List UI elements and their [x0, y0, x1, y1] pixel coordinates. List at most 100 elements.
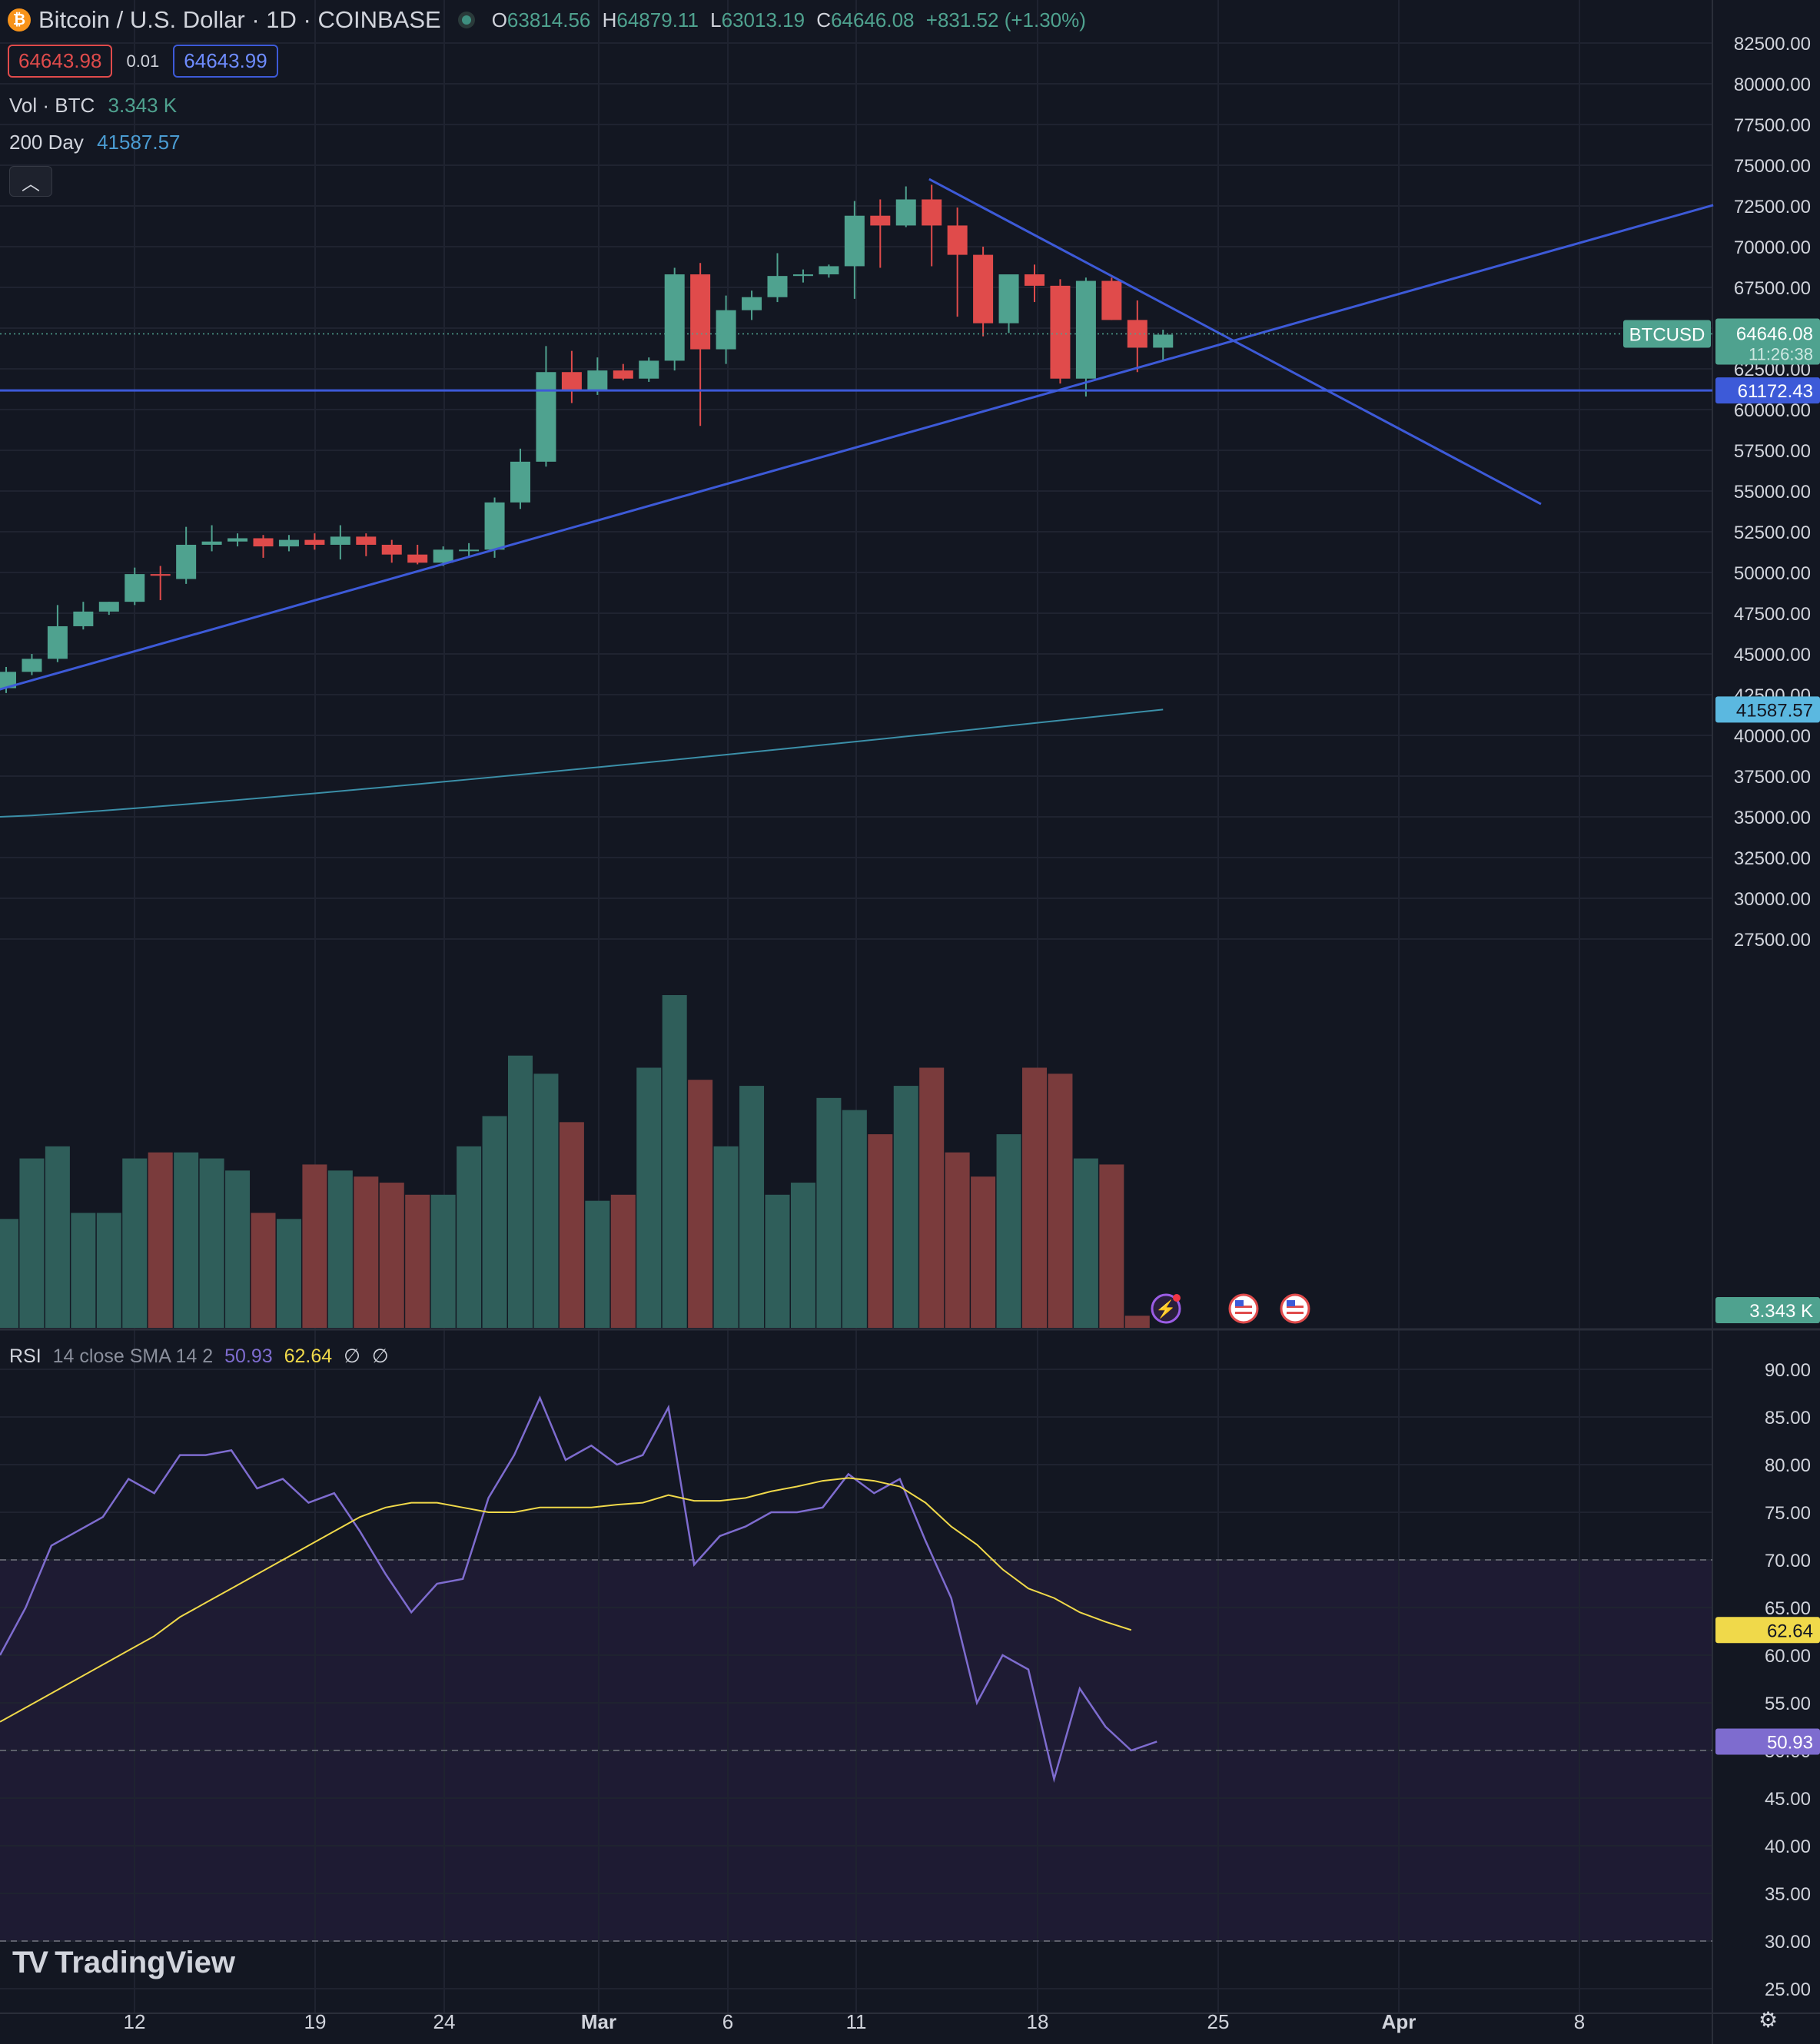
market-status-icon[interactable] — [457, 12, 475, 28]
volume-bar — [1124, 1316, 1150, 1328]
volume-bar — [842, 1110, 867, 1328]
candle-body — [330, 536, 350, 545]
candle-body — [0, 672, 16, 689]
volume-bar — [302, 1164, 327, 1328]
rsi-line — [0, 1395, 1157, 1784]
spread-value: 0.01 — [126, 51, 160, 71]
price-tick-label: 37500.00 — [1734, 767, 1811, 788]
low-value: 63013.19 — [721, 8, 805, 32]
candle-body — [561, 372, 582, 390]
symbol-tag: BTCUSD — [1629, 325, 1705, 346]
volume-bar — [251, 1213, 276, 1328]
volume-bar — [96, 1213, 121, 1328]
countdown-value: 11:26:38 — [1749, 345, 1813, 364]
candle-body — [639, 360, 659, 379]
volume-bar — [1048, 1073, 1073, 1328]
volume-tag-bg — [1715, 1297, 1820, 1323]
volume-bar — [457, 1146, 482, 1328]
volume-bar — [739, 1086, 765, 1328]
support-line-tag: 61172.43 — [1738, 381, 1813, 402]
rsi-tag-bg — [1715, 1728, 1820, 1755]
candle-body — [767, 276, 788, 297]
rsi-tag: 50.93 — [1767, 1732, 1813, 1753]
high-value: 64879.11 — [616, 8, 699, 32]
time-tick-label: 19 — [304, 2010, 327, 2033]
volume-bar — [893, 1086, 918, 1328]
volume-bar — [585, 1200, 610, 1328]
sell-button[interactable]: 64643.98 — [8, 45, 113, 78]
symbol-title[interactable]: Bitcoin / U.S. Dollar · 1D · COINBASE — [38, 6, 441, 33]
rsi-tick-label: 65.00 — [1765, 1598, 1811, 1619]
volume-bar — [174, 1152, 199, 1328]
volume-bar — [45, 1146, 70, 1328]
volume-bar — [508, 1055, 533, 1328]
volume-bar — [71, 1213, 96, 1328]
collapse-legend-button[interactable]: ︿ — [9, 166, 52, 197]
tradingview-icon: TV — [12, 1946, 48, 1979]
price-tick-label: 50000.00 — [1734, 563, 1811, 584]
volume-bar — [790, 1183, 815, 1328]
settings-icon[interactable]: ⚙ — [1759, 2008, 1778, 2032]
candle-body — [433, 549, 453, 563]
time-tick-label: 8 — [1574, 2010, 1585, 2033]
candle-body — [613, 370, 633, 379]
price-tick-label: 67500.00 — [1734, 278, 1811, 299]
price-tick-label: 75000.00 — [1734, 156, 1811, 177]
rsi-sma-tag-bg — [1715, 1617, 1820, 1644]
volume-bar — [225, 1170, 251, 1328]
candle-body — [98, 602, 119, 612]
rsi-tick-label: 90.00 — [1765, 1360, 1811, 1381]
time-tick-label: 11 — [846, 2010, 867, 2033]
price-tick-label: 55000.00 — [1734, 482, 1811, 503]
price-tick-label: 72500.00 — [1734, 197, 1811, 217]
volume-label: Vol · BTC — [9, 94, 95, 117]
us-flag-icon — [1228, 1293, 1259, 1324]
candle-body — [947, 225, 968, 255]
rsi-legend[interactable]: RSI 14 close SMA 14 2 50.93 62.64 ∅ ∅ — [9, 1345, 389, 1368]
candle-body — [22, 659, 42, 672]
volume-bar — [148, 1152, 173, 1328]
chevron-up-icon: ︿ — [22, 173, 40, 194]
trend-line — [0, 204, 1714, 691]
flag-stripe — [1235, 1312, 1252, 1314]
ma-legend[interactable]: 200 Day 41587.57 — [9, 131, 181, 154]
rsi-tick-label: 85.00 — [1765, 1408, 1811, 1428]
change-value: +831.52 (+1.30%) — [925, 8, 1086, 32]
trend-line — [928, 178, 1542, 506]
time-tick-label: 12 — [124, 2010, 146, 2033]
price-tick-label: 70000.00 — [1734, 237, 1811, 258]
rsi-value: 50.93 — [224, 1346, 273, 1367]
rsi-sma-value: 62.64 — [284, 1346, 333, 1367]
candle-body — [1153, 334, 1174, 348]
rsi-tick-label: 25.00 — [1765, 1979, 1811, 2000]
volume-legend[interactable]: Vol · BTC 3.343 K — [9, 94, 177, 118]
candle-body — [587, 370, 608, 390]
rsi-tick-label: 75.00 — [1765, 1503, 1811, 1524]
tradingview-logo[interactable]: TV TradingView — [12, 1946, 235, 1980]
volume-bar — [765, 1194, 790, 1328]
candle-body — [125, 574, 145, 602]
candle-body — [356, 536, 377, 545]
candle-body — [922, 199, 942, 226]
candle-body — [742, 297, 762, 310]
candle-body — [973, 254, 994, 324]
ma200-line — [0, 708, 1164, 818]
buy-button[interactable]: 64643.99 — [173, 45, 278, 78]
rsi-tick-label: 80.00 — [1765, 1455, 1811, 1476]
volume-bar — [919, 1067, 945, 1328]
candle-body — [716, 310, 736, 350]
candle-body — [47, 625, 68, 659]
volume-bar — [354, 1176, 379, 1328]
time-tick-label: Mar — [581, 2010, 616, 2033]
candle-body — [407, 554, 428, 563]
bitcoin-icon: ₿ — [8, 8, 31, 32]
candle-body — [227, 538, 248, 542]
open-value: 63814.56 — [506, 8, 591, 32]
candle-body — [1050, 285, 1071, 379]
price-tick-label: 82500.00 — [1734, 34, 1811, 55]
price-tick-label: 60000.00 — [1734, 400, 1811, 421]
flag-canton — [1287, 1300, 1295, 1306]
candle-body — [73, 611, 94, 626]
volume-bar — [636, 1067, 662, 1328]
